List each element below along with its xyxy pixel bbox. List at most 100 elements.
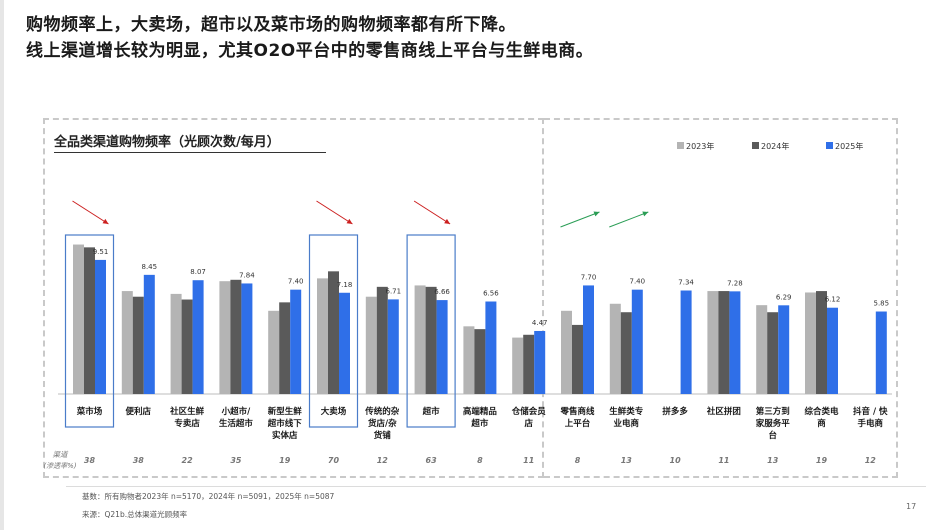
category-label: 社区生鲜	[169, 406, 205, 417]
category-label: 业电商	[614, 418, 640, 429]
down-trend-arrow	[316, 200, 353, 225]
category-label: 便利店	[126, 406, 152, 417]
footer-base-note: 基数：所有购物者2023年 n=5170，2024年 n=5091，2025年 …	[82, 492, 335, 501]
bar-2024年-7	[425, 286, 437, 394]
down-trend-arrow	[413, 200, 451, 225]
category-label: 拼多多	[662, 406, 688, 417]
up-trend-arrow	[609, 211, 649, 228]
category-label: 货铺	[373, 430, 392, 441]
bar-2024年-5	[328, 271, 339, 394]
bar-2024年-10	[572, 324, 583, 394]
value-label: 5.85	[874, 300, 890, 308]
category-label: 综合类电	[804, 406, 839, 417]
bar-2024年-0	[84, 247, 95, 394]
bar-2025年-3	[241, 283, 253, 394]
chart-title: 全品类渠道购物频率（光顾次数/每月）	[54, 135, 280, 150]
headline-line-2: 线上渠道增长较为明显，尤其O2O平台中的零售商线上平台与生鲜电商。	[26, 41, 594, 61]
bar-2025年-11	[631, 289, 643, 394]
value-label: 6.66	[434, 288, 450, 296]
chart-title-underline	[54, 152, 326, 153]
value-label: 7.84	[239, 271, 255, 279]
highlight-box	[308, 234, 359, 428]
category-label: 实体店	[272, 430, 298, 441]
bar-2023年-2	[170, 293, 182, 394]
category-label: 菜市场	[76, 406, 103, 417]
bar-2024年-8	[474, 329, 486, 394]
down-trend-arrow-head	[444, 218, 451, 224]
category-label: 生活超市	[219, 418, 254, 429]
penetration-value: 11	[718, 456, 729, 465]
bar-2024年-14	[767, 312, 779, 394]
penetration-value: 22	[182, 456, 194, 465]
up-trend-arrow-head	[642, 211, 649, 217]
bar-2023年-4	[268, 310, 280, 394]
bar-2024年-3	[230, 279, 242, 394]
highlight-box	[64, 234, 115, 428]
page-number: 17	[906, 502, 917, 511]
legend-swatch	[752, 142, 759, 149]
category-label: 生鲜类专	[609, 406, 644, 417]
bar-2023年-11	[609, 303, 621, 394]
category-label: 传统的杂	[364, 406, 400, 417]
bar-2024年-1	[132, 296, 144, 394]
bar-2024年-4	[279, 302, 291, 394]
bar-2023年-0	[73, 244, 84, 394]
penetration-value: 38	[84, 456, 96, 465]
offline-channel-panel	[43, 118, 544, 478]
bar-2023年-10	[561, 310, 572, 394]
bar-2025年-9	[534, 330, 546, 394]
online-channel-panel	[544, 118, 898, 478]
category-label: 第三方到	[756, 406, 790, 417]
value-label: 4.47	[532, 319, 548, 327]
value-label: 7.40	[288, 278, 304, 286]
headline-line-1: 购物频率上，大卖场，超市以及菜市场的购物频率都有所下降。	[26, 15, 516, 35]
bar-2023年-3	[219, 281, 231, 394]
bar-2025年-8	[485, 301, 497, 394]
bar-2023年-15	[805, 292, 816, 394]
bar-2025年-0	[95, 259, 106, 394]
value-label: 7.18	[337, 281, 353, 289]
bar-2023年-9	[512, 337, 524, 394]
category-label: 货店/杂	[367, 418, 397, 429]
legend-label: 2024年	[761, 141, 789, 151]
highlight-box	[406, 234, 456, 428]
bar-2025年-15	[827, 307, 838, 394]
bar-2023年-5	[317, 278, 328, 394]
category-label: 大卖场	[321, 406, 347, 417]
penetration-value: 10	[670, 456, 682, 465]
down-trend-arrow	[72, 200, 109, 225]
category-label: 零售商线	[559, 406, 595, 417]
penetration-value: 38	[133, 456, 145, 465]
penetration-value: 12	[377, 456, 389, 465]
legend-swatch	[677, 142, 684, 149]
penetration-row-sublabel: (渗透率%)	[43, 462, 76, 470]
bar-2025年-14	[778, 305, 790, 394]
bar-2024年-13	[718, 291, 730, 394]
category-label: 手电商	[858, 418, 884, 429]
bar-2025年-12	[680, 290, 692, 394]
value-label: 8.45	[142, 263, 158, 271]
bar-2025年-1	[143, 274, 155, 394]
category-label: 商	[817, 418, 826, 429]
category-label: 专卖店	[174, 418, 200, 429]
value-label: 9.51	[93, 248, 109, 256]
legend-swatch	[826, 142, 833, 149]
bar-2024年-9	[523, 334, 535, 394]
value-label: 6.12	[825, 296, 841, 304]
penetration-value: 63	[426, 456, 438, 465]
penetration-value: 8	[477, 456, 483, 465]
bar-2025年-13	[729, 291, 741, 394]
bar-2024年-6	[376, 286, 388, 394]
penetration-value: 19	[816, 456, 828, 465]
left-edge-rule	[0, 0, 4, 530]
category-label: 社区拼团	[706, 406, 741, 417]
penetration-value: 8	[575, 456, 581, 465]
category-label: 超市	[470, 418, 489, 429]
category-label: 新型生鲜	[268, 406, 303, 417]
bar-2023年-1	[121, 291, 133, 394]
category-label: 超市线下	[267, 418, 303, 429]
category-label: 高端精品	[463, 406, 498, 417]
bar-2025年-10	[583, 285, 594, 394]
bar-2025年-16	[875, 311, 887, 394]
